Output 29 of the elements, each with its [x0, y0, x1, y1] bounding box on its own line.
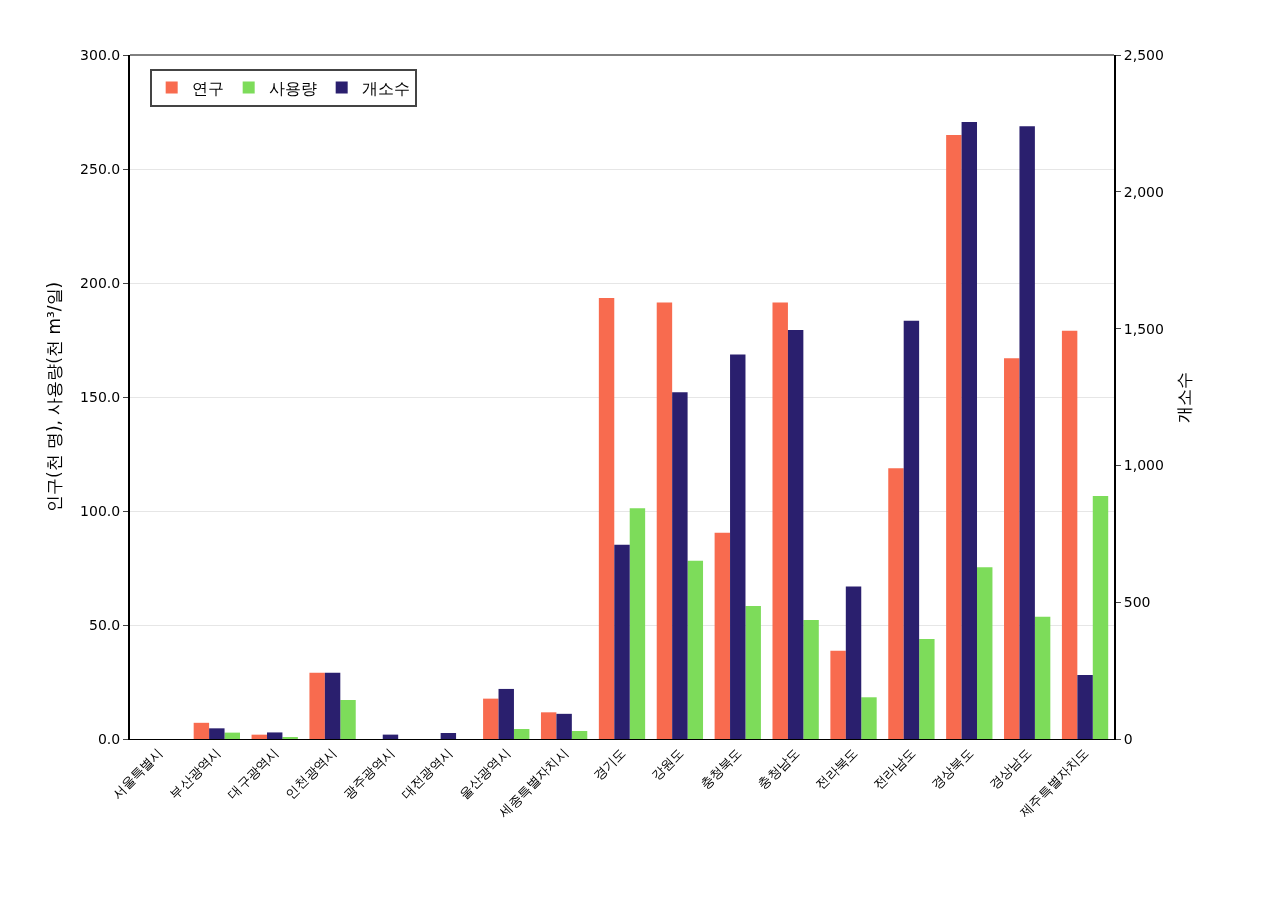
y-tick-label: 200.0	[80, 274, 121, 291]
y-tick-label: 150.0	[80, 388, 121, 405]
y-tick-label: 0.0	[97, 730, 121, 747]
bar	[440, 732, 457, 739]
y-tick-label: 50.0	[89, 616, 121, 633]
y-tick-label: 100.0	[80, 502, 121, 519]
y2-tick-label: 1,000	[1123, 457, 1164, 474]
legend-label: 개소수	[361, 78, 410, 98]
y-axis-title: 인구(천 명), 사용량(천 m³/일)	[44, 281, 65, 513]
bar	[1092, 495, 1109, 739]
y2-tick-label: 2,500	[1123, 46, 1164, 63]
bar	[803, 619, 819, 739]
bar	[1077, 674, 1093, 739]
y-tick-label: 250.0	[80, 160, 121, 177]
y2-axis-title: 개소수	[1173, 371, 1194, 423]
bar	[977, 567, 993, 739]
bar	[513, 728, 530, 739]
bar	[861, 697, 877, 739]
bar	[1034, 616, 1051, 739]
y-tick-label: 300.0	[80, 46, 121, 63]
bar	[919, 638, 935, 739]
legend-label: 연구	[191, 78, 224, 98]
bar	[598, 298, 615, 739]
y2-tick-label: 1,500	[1123, 320, 1164, 337]
y2-tick-label: 2,000	[1123, 183, 1164, 200]
legend-label: 사용량	[268, 78, 317, 98]
y2-tick-label: 500	[1123, 594, 1151, 611]
y2-tick-label: 0	[1123, 730, 1133, 747]
bar	[1061, 330, 1078, 739]
